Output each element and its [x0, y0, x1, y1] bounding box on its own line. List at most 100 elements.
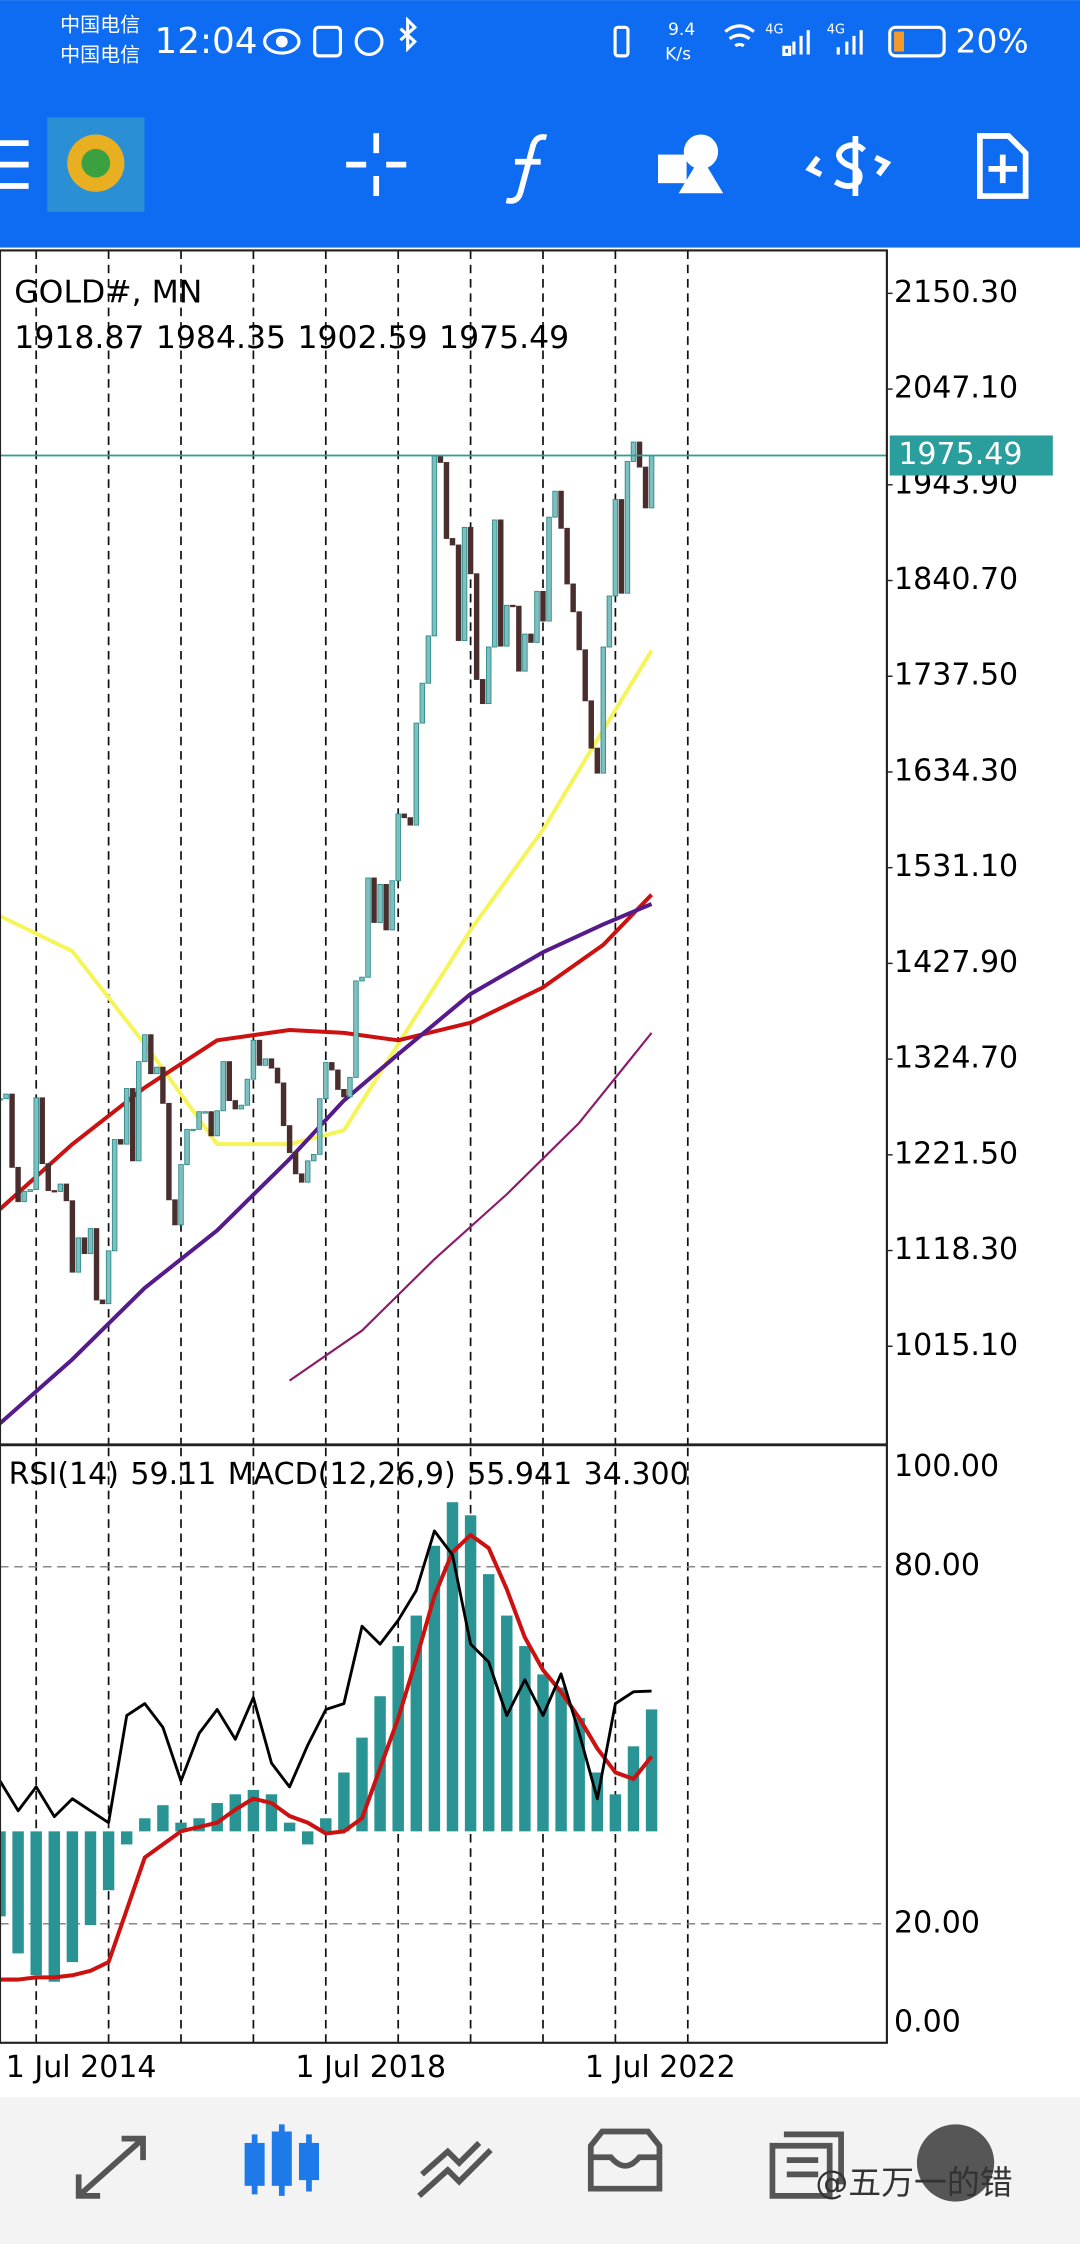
candle	[347, 1076, 353, 1098]
candle	[87, 1228, 94, 1255]
candle	[636, 441, 643, 468]
y-tick-label: 1427.90	[894, 945, 1018, 980]
candle	[498, 519, 504, 647]
candle	[226, 1061, 232, 1101]
trade-tab[interactable]	[417, 2140, 493, 2198]
candle	[238, 1104, 245, 1110]
carrier: 中国电信	[60, 12, 140, 36]
candle	[286, 1125, 293, 1153]
macd-bar	[428, 1545, 441, 1832]
candle	[39, 1097, 45, 1165]
candle	[202, 1111, 208, 1114]
candle	[51, 1190, 58, 1193]
macd-bar	[627, 1746, 640, 1832]
ohlc-value: 1902.59	[297, 320, 427, 356]
candle	[160, 1066, 166, 1104]
macd-bar	[320, 1818, 332, 1832]
candle	[298, 1173, 305, 1183]
macd-bar	[84, 1831, 97, 1926]
candle	[504, 604, 510, 647]
app-logo[interactable]	[47, 117, 145, 212]
moving-average	[0, 649, 654, 1147]
candle	[45, 1163, 51, 1191]
moving-average	[0, 893, 654, 1211]
bottom-nav	[0, 2097, 1080, 2244]
candle	[582, 649, 588, 702]
function-button[interactable]	[505, 134, 548, 204]
history-tab[interactable]	[587, 2128, 663, 2192]
candle	[256, 1039, 263, 1066]
macd-bar	[48, 1831, 61, 1982]
candle	[268, 1058, 275, 1069]
candle	[341, 1089, 347, 1098]
candle	[130, 1088, 136, 1162]
network: 4G	[765, 23, 783, 38]
objects-button[interactable]	[658, 134, 724, 194]
candle	[274, 1067, 281, 1084]
y-tick-label: 1634.30	[894, 753, 1018, 788]
candle	[389, 880, 395, 931]
macd-bar	[211, 1803, 223, 1832]
candle	[329, 1062, 335, 1071]
candle	[93, 1228, 100, 1301]
candle	[371, 877, 377, 923]
candle	[467, 526, 474, 575]
watermark-logo	[916, 2124, 995, 2202]
candle	[154, 1066, 160, 1075]
candle	[353, 980, 359, 1078]
candle	[190, 1128, 196, 1132]
candle	[99, 1299, 106, 1305]
crosshair-button[interactable]	[346, 133, 407, 197]
trade-button[interactable]	[805, 135, 892, 197]
candle	[377, 884, 383, 923]
candle	[172, 1199, 178, 1226]
candle	[21, 1191, 27, 1203]
macd-bar	[283, 1822, 296, 1832]
new-order-button[interactable]	[977, 133, 1029, 199]
candle	[33, 1097, 39, 1191]
y-tick-label: 1737.50	[894, 658, 1018, 693]
candle	[232, 1100, 239, 1110]
candle	[136, 1061, 142, 1162]
macd-bar	[12, 1831, 24, 1954]
candle	[178, 1164, 184, 1226]
macd-bar	[573, 1718, 585, 1832]
candle	[624, 461, 631, 594]
candle	[323, 1062, 329, 1100]
candle	[105, 1250, 112, 1305]
quotes-tab[interactable]	[75, 2135, 146, 2199]
candle	[431, 455, 438, 637]
candle	[292, 1152, 299, 1175]
candle	[455, 544, 462, 641]
news-tab[interactable]	[769, 2131, 844, 2199]
rsi-line	[0, 1529, 652, 1825]
macd-bar	[30, 1831, 42, 1976]
candle	[558, 490, 564, 529]
x-tick-label: 1 Jul 2022	[585, 2050, 736, 2085]
ohlc-value: 1984.35	[156, 320, 286, 356]
candle	[479, 679, 486, 705]
y-tick-label: 1015.10	[894, 1328, 1018, 1363]
candle	[220, 1061, 226, 1112]
candle	[606, 595, 613, 648]
candle	[81, 1237, 88, 1255]
candle	[576, 611, 582, 651]
moving-average	[288, 1032, 653, 1382]
ohlc-value: 1918.87	[14, 320, 144, 356]
x-tick-label: 1 Jul 2018	[295, 2050, 446, 2085]
macd-bar	[555, 1687, 567, 1832]
candle	[57, 1183, 64, 1192]
candle	[3, 1093, 9, 1100]
macd-bar	[501, 1615, 513, 1832]
menu-button[interactable]	[0, 140, 29, 189]
y-tick-label: 100.00	[894, 1449, 999, 1484]
y-tick-label: 20.00	[894, 1905, 980, 1940]
candle	[618, 499, 625, 594]
macd-bar	[410, 1615, 423, 1832]
macd-bar	[247, 1789, 260, 1832]
candle	[0, 1098, 3, 1101]
candle	[9, 1093, 15, 1168]
chart-tab[interactable]	[244, 2124, 319, 2196]
macd-bar	[482, 1574, 495, 1832]
